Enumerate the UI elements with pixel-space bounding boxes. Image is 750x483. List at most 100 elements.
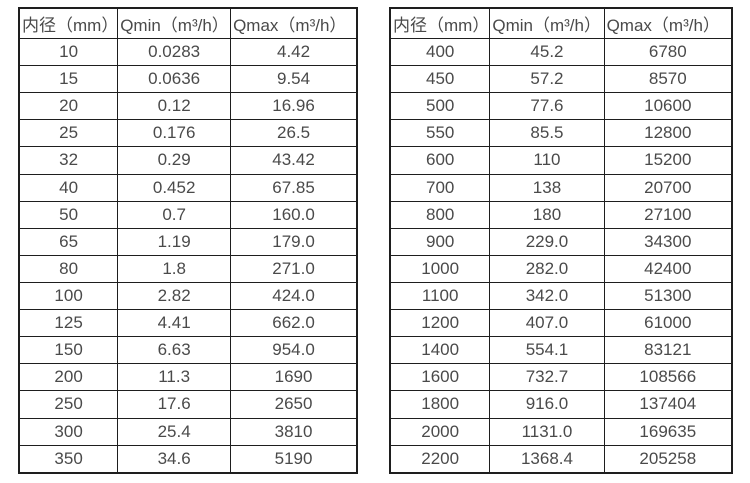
qmax-cell: 6780 [603, 37, 733, 67]
qmax-cell: 16.96 [230, 92, 358, 121]
table-row: 125 4.41 662.0 [18, 309, 358, 338]
qmin-cell: 45.2 [489, 37, 605, 67]
qmax-cell: 10600 [603, 92, 733, 121]
table-row: 100 2.82 424.0 [18, 281, 358, 311]
qmin-cell: 554.1 [489, 336, 605, 365]
qmin-cell: 77.6 [489, 92, 605, 121]
table-row: 1800 916.0 137404 [389, 390, 733, 419]
column-header-2: Qmax（m³/h） [603, 7, 733, 39]
qmax-cell: 83121 [603, 336, 733, 365]
qmax-cell: 8570 [603, 65, 733, 94]
qmin-cell: 0.0636 [117, 65, 232, 94]
qmin-cell: 1131.0 [489, 417, 605, 446]
diameter-cell: 150 [18, 336, 119, 365]
qmin-cell: 17.6 [117, 390, 232, 419]
qmin-cell: 342.0 [489, 281, 605, 311]
qmin-cell: 138 [489, 173, 605, 202]
diameter-cell: 500 [389, 92, 491, 121]
qmin-cell: 229.0 [489, 227, 605, 256]
qmax-cell: 137404 [603, 390, 733, 419]
diameter-cell: 800 [389, 200, 491, 229]
diameter-cell: 1000 [389, 254, 491, 283]
qmin-cell: 0.7 [117, 200, 232, 229]
qmax-cell: 27100 [603, 200, 733, 229]
table-row: 600 110 15200 [389, 146, 733, 175]
table-row: 150 6.63 954.0 [18, 336, 358, 365]
flow-spec-table-small-diameters: 内径（mm） Qmin（m³/h） Qmax（m³/h） 10 0.0283 4.42 15… [18, 7, 358, 474]
qmax-cell: 51300 [603, 281, 733, 311]
qmin-cell: 180 [489, 200, 605, 229]
column-header-0: 内径（mm） [18, 7, 119, 39]
qmax-cell: 67.85 [230, 173, 358, 202]
table-row: 20 0.12 16.96 [18, 92, 358, 121]
column-header-2: Qmax（m³/h） [230, 7, 358, 39]
diameter-cell: 600 [389, 146, 491, 175]
diameter-cell: 2000 [389, 417, 491, 446]
qmax-cell: 160.0 [230, 200, 358, 229]
flow-spec-table-large-diameters: 内径（mm） Qmin（m³/h） Qmax（m³/h） 400 45.2 6780 450… [389, 7, 733, 474]
qmin-cell: 110 [489, 146, 605, 175]
diameter-cell: 1800 [389, 390, 491, 419]
qmin-cell: 1368.4 [489, 444, 605, 474]
diameter-cell: 1600 [389, 363, 491, 392]
qmax-cell: 205258 [603, 444, 733, 474]
qmin-cell: 0.0283 [117, 37, 232, 67]
diameter-cell: 400 [389, 37, 491, 67]
qmin-cell: 57.2 [489, 65, 605, 94]
qmax-cell: 179.0 [230, 227, 358, 256]
qmin-cell: 282.0 [489, 254, 605, 283]
qmin-cell: 1.8 [117, 254, 232, 283]
qmax-cell: 2650 [230, 390, 358, 419]
diameter-cell: 700 [389, 173, 491, 202]
qmax-cell: 12800 [603, 119, 733, 148]
qmax-cell: 26.5 [230, 119, 358, 148]
diameter-cell: 1400 [389, 336, 491, 365]
qmax-cell: 662.0 [230, 309, 358, 338]
diameter-cell: 550 [389, 119, 491, 148]
diameter-cell: 1200 [389, 309, 491, 338]
qmax-cell: 43.42 [230, 146, 358, 175]
qmin-cell: 11.3 [117, 363, 232, 392]
diameter-cell: 10 [18, 37, 119, 67]
qmin-cell: 0.12 [117, 92, 232, 121]
qmin-cell: 732.7 [489, 363, 605, 392]
diameter-cell: 80 [18, 254, 119, 283]
header-row: 内径（mm） Qmin（m³/h） Qmax（m³/h） [389, 7, 733, 39]
diameter-cell: 65 [18, 227, 119, 256]
diameter-cell: 40 [18, 173, 119, 202]
diameter-cell: 200 [18, 363, 119, 392]
qmax-cell: 4.42 [230, 37, 358, 67]
diameter-cell: 2200 [389, 444, 491, 474]
qmin-cell: 0.452 [117, 173, 232, 202]
qmin-cell: 0.29 [117, 146, 232, 175]
table-row: 800 180 27100 [389, 200, 733, 229]
column-header-1: Qmin（m³/h） [117, 7, 232, 39]
table-row: 1600 732.7 108566 [389, 363, 733, 392]
table-row: 500 77.6 10600 [389, 92, 733, 121]
qmax-cell: 271.0 [230, 254, 358, 283]
qmin-cell: 4.41 [117, 309, 232, 338]
diameter-cell: 450 [389, 65, 491, 94]
table-row: 250 17.6 2650 [18, 390, 358, 419]
table-row: 1400 554.1 83121 [389, 336, 733, 365]
qmin-cell: 25.4 [117, 417, 232, 446]
qmin-cell: 85.5 [489, 119, 605, 148]
qmax-cell: 108566 [603, 363, 733, 392]
table-row: 2200 1368.4 205258 [389, 444, 733, 474]
qmin-cell: 34.6 [117, 444, 232, 474]
qmax-cell: 20700 [603, 173, 733, 202]
table-row: 300 25.4 3810 [18, 417, 358, 446]
qmax-cell: 34300 [603, 227, 733, 256]
qmin-cell: 6.63 [117, 336, 232, 365]
qmin-cell: 1.19 [117, 227, 232, 256]
qmax-cell: 169635 [603, 417, 733, 446]
qmax-cell: 42400 [603, 254, 733, 283]
qmin-cell: 407.0 [489, 309, 605, 338]
column-header-1: Qmin（m³/h） [489, 7, 605, 39]
qmin-cell: 2.82 [117, 281, 232, 311]
column-header-0: 内径（mm） [389, 7, 491, 39]
diameter-cell: 350 [18, 444, 119, 474]
diameter-cell: 125 [18, 309, 119, 338]
diameter-cell: 250 [18, 390, 119, 419]
